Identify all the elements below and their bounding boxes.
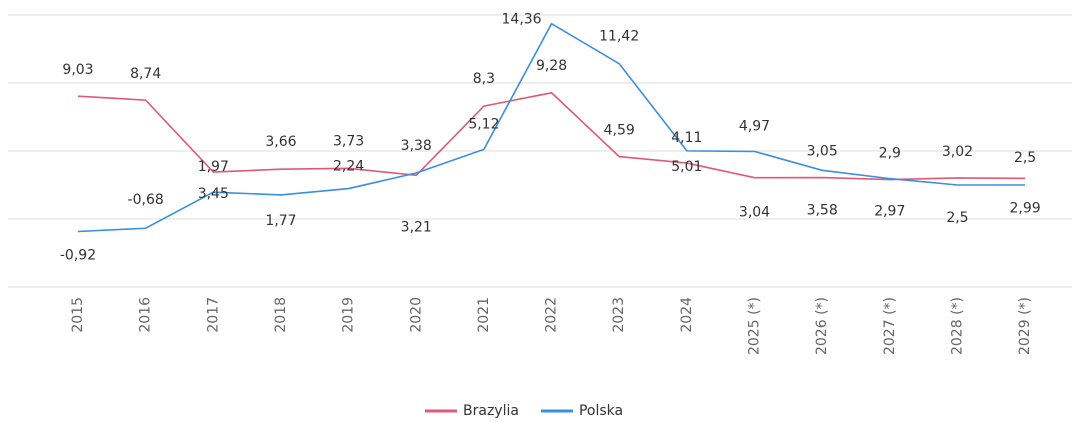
x-tick-label: 2023: [611, 297, 627, 333]
data-label: 3,04: [739, 205, 770, 221]
data-label: 5,01: [671, 159, 702, 175]
x-tick-label: 2021: [476, 297, 492, 333]
data-label: 4,59: [604, 123, 635, 139]
legend-label: Brazylia: [463, 403, 519, 419]
data-label: 1,77: [265, 213, 296, 229]
data-label: 2,99: [1010, 200, 1041, 216]
x-tick-label: 2016: [138, 297, 154, 333]
data-label: 3,73: [333, 133, 364, 149]
x-tick-label: 2027 (*): [882, 297, 898, 355]
x-tick-label: 2025 (*): [747, 297, 763, 355]
x-tick-label: 2029 (*): [1017, 297, 1033, 355]
x-tick-label: 2024: [679, 297, 695, 333]
data-label: 2,24: [333, 159, 364, 175]
x-tick-label: 2020: [408, 297, 424, 333]
data-label: 3,21: [401, 219, 432, 235]
x-tick-label: 2017: [205, 297, 221, 333]
x-tick-label: 2019: [341, 297, 357, 333]
x-tick-label: 2028 (*): [949, 297, 965, 355]
data-label: 3,02: [942, 144, 973, 160]
data-label: 2,5: [946, 210, 968, 226]
data-label: 3,58: [807, 202, 838, 218]
data-label: 3,45: [198, 186, 229, 202]
data-label: 14,36: [502, 12, 542, 28]
data-label: -0,92: [60, 248, 96, 264]
series-line: [77, 22, 1026, 233]
data-label: 3,66: [265, 134, 296, 150]
data-label: 5,12: [468, 116, 499, 132]
legend-label: Polska: [579, 403, 623, 419]
data-label: 8,74: [130, 66, 161, 82]
data-label: 1,97: [198, 159, 229, 175]
x-tick-label: 2022: [544, 297, 560, 333]
legend: Brazylia Polska: [425, 403, 623, 419]
data-label: -0,68: [128, 192, 164, 208]
data-label: 3,05: [807, 144, 838, 160]
data-label: 2,97: [874, 204, 905, 220]
data-label: 2,9: [879, 146, 901, 162]
x-tick-label: 2015: [70, 297, 86, 333]
data-label: 2,5: [1014, 150, 1036, 166]
data-label: 9,03: [62, 62, 93, 78]
data-label: 8,3: [473, 71, 495, 87]
data-label: 3,38: [401, 138, 432, 154]
series-line: [77, 91, 1026, 181]
data-label: 9,28: [536, 58, 567, 74]
x-tick-label: 2026 (*): [814, 297, 830, 355]
x-tick-label: 2018: [273, 297, 289, 333]
data-label: 4,97: [739, 118, 770, 134]
data-label: 11,42: [599, 29, 639, 45]
data-label: 4,11: [671, 130, 702, 146]
